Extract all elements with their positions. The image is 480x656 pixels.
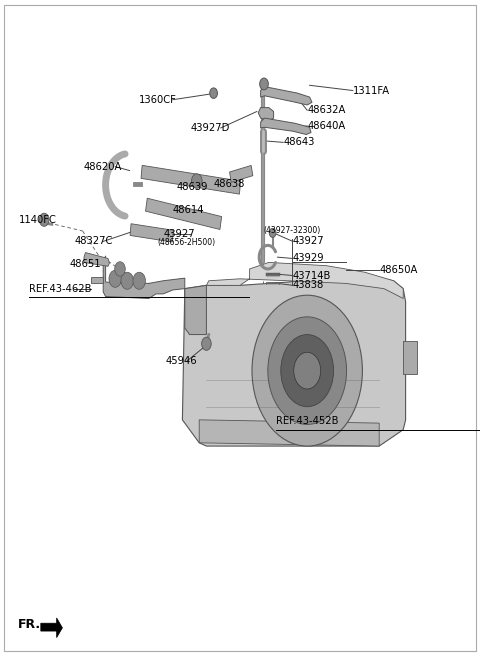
Text: 48638: 48638: [214, 178, 245, 189]
Polygon shape: [141, 165, 240, 194]
Text: 1140FC: 1140FC: [19, 215, 57, 225]
Circle shape: [281, 335, 334, 407]
Polygon shape: [258, 108, 274, 121]
Text: REF.43-462B: REF.43-462B: [29, 283, 91, 294]
Text: 45946: 45946: [166, 356, 197, 366]
Polygon shape: [261, 87, 312, 105]
Circle shape: [294, 352, 321, 389]
Text: (43927-32300): (43927-32300): [263, 226, 320, 236]
Circle shape: [269, 228, 276, 237]
Circle shape: [192, 174, 202, 188]
Text: 43927: 43927: [163, 228, 195, 239]
Circle shape: [210, 88, 217, 98]
Text: FR.: FR.: [18, 618, 41, 631]
Circle shape: [268, 317, 347, 424]
Text: 48620A: 48620A: [84, 161, 122, 172]
Text: 1360CF: 1360CF: [139, 94, 177, 105]
Text: 43714B: 43714B: [293, 270, 331, 281]
Text: 48327C: 48327C: [74, 236, 113, 247]
Polygon shape: [130, 224, 173, 242]
Text: 48639: 48639: [177, 182, 208, 192]
Text: (48656-2H500): (48656-2H500): [157, 238, 216, 247]
Text: 48614: 48614: [173, 205, 204, 215]
Text: 43838: 43838: [293, 280, 324, 291]
Polygon shape: [206, 262, 403, 298]
Circle shape: [252, 295, 362, 446]
Polygon shape: [145, 198, 222, 230]
Text: 48650A: 48650A: [379, 265, 418, 276]
Circle shape: [133, 272, 145, 289]
Text: 1311FA: 1311FA: [353, 85, 390, 96]
Text: 48643: 48643: [283, 137, 314, 148]
Polygon shape: [103, 256, 185, 298]
Text: 43927: 43927: [293, 236, 324, 247]
Text: 48632A: 48632A: [307, 105, 346, 115]
Polygon shape: [41, 618, 62, 638]
Polygon shape: [185, 285, 206, 335]
Polygon shape: [403, 341, 417, 374]
Text: 48651: 48651: [70, 258, 101, 269]
Text: 48640A: 48640A: [307, 121, 346, 131]
Polygon shape: [229, 165, 253, 182]
Circle shape: [39, 213, 49, 226]
Polygon shape: [261, 118, 311, 134]
Text: 43929: 43929: [293, 253, 324, 264]
Polygon shape: [91, 277, 103, 283]
Polygon shape: [182, 276, 406, 446]
Circle shape: [260, 78, 268, 90]
Circle shape: [115, 262, 125, 276]
Polygon shape: [199, 420, 379, 446]
Circle shape: [121, 272, 133, 289]
Text: 43927D: 43927D: [191, 123, 230, 133]
Circle shape: [109, 270, 121, 287]
Circle shape: [202, 337, 211, 350]
Text: REF.43-452B: REF.43-452B: [276, 416, 338, 426]
Polygon shape: [84, 253, 109, 266]
